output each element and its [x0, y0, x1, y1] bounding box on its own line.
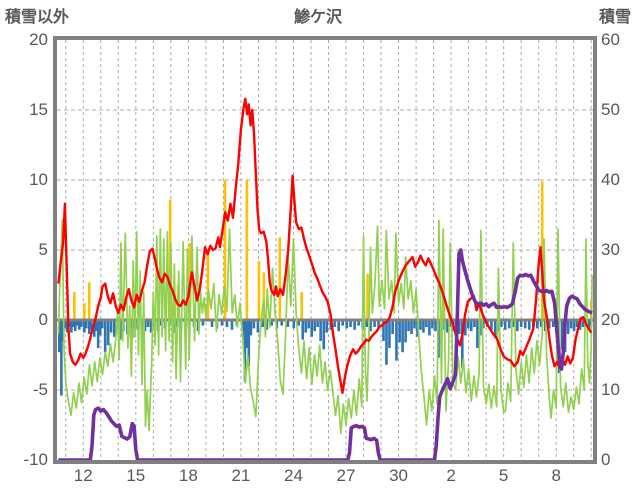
right-axis-title: 積雪	[598, 9, 631, 26]
left-tick-label: 0	[38, 310, 48, 329]
right-tick-label: 0	[601, 450, 611, 469]
x-tick-label: 30	[389, 466, 409, 485]
right-tick-label: 40	[601, 170, 620, 189]
left-axis-title: 積雪以外	[5, 9, 70, 26]
left-tick-label: 15	[29, 100, 48, 119]
purple-line-snow-depth	[58, 248, 593, 460]
right-tick-label: 10	[601, 380, 620, 399]
x-tick-label: 18	[178, 466, 198, 485]
red-line	[57, 97, 593, 394]
x-tick-label: 27	[336, 466, 356, 485]
plot-area	[53, 36, 597, 464]
right-tick-label: 30	[601, 240, 620, 259]
left-tick-label: -10	[23, 450, 48, 469]
x-tick-label: 12	[73, 466, 93, 485]
x-tick-label: 21	[231, 466, 251, 485]
left-tick-label: 10	[29, 170, 48, 189]
left-tick-label: -5	[32, 380, 48, 399]
x-tick-label: 5	[498, 466, 509, 485]
right-tick-label: 60	[601, 30, 620, 49]
chart-title: 鯵ケ沢	[293, 9, 342, 26]
plot-frame	[53, 36, 597, 464]
green-line	[57, 218, 593, 435]
left-tick-label: 20	[29, 30, 48, 49]
x-tick-label: 24	[284, 466, 303, 485]
right-tick-label: 50	[601, 100, 620, 119]
right-tick-label: 20	[601, 310, 620, 329]
x-tick-label: 8	[551, 466, 561, 485]
x-tick-label: 2	[446, 466, 456, 485]
left-tick-label: 5	[38, 240, 48, 259]
x-tick-label: 15	[126, 466, 146, 485]
